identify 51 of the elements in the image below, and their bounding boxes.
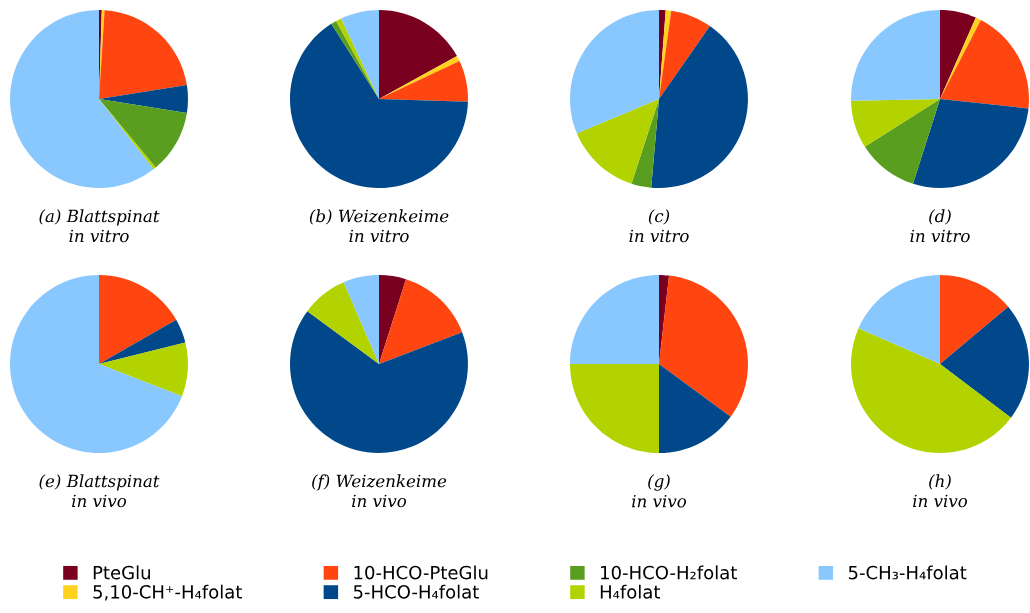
pie-slice (99, 319, 186, 364)
legend-label: PteGlu (93, 565, 150, 580)
text: (h) in vivo (913, 474, 968, 508)
pie-slice (576, 99, 659, 184)
pie-slice (379, 61, 468, 102)
pie-slice (940, 19, 1029, 109)
pie-slice (570, 364, 659, 453)
text: (a) Blattspinat in vitro (39, 209, 160, 243)
pie-slice (307, 282, 379, 364)
pie-slice (851, 99, 940, 147)
text: (b) Weizenkeime in vitro (309, 209, 449, 243)
pie-slice (864, 99, 940, 184)
pie-slice (570, 275, 659, 364)
legend-label: 5-CH₃-H₄folat (848, 565, 967, 580)
pie-slice (343, 275, 379, 364)
pie-slice (341, 10, 379, 99)
text: (d) in vitro (910, 209, 970, 243)
pie-slice (379, 275, 406, 364)
pie-slice (290, 23, 468, 188)
pie-slice (379, 279, 463, 364)
pie-slice (651, 26, 748, 188)
text: (f) Weizenkeime in vivo (312, 474, 447, 508)
legend-label: H₄folat (600, 584, 661, 599)
pie-slice (99, 342, 188, 397)
pie-slice (379, 10, 457, 99)
pie-slice (659, 364, 731, 453)
pie-slice (940, 10, 976, 99)
pie-slice (858, 275, 940, 364)
pie-slice (10, 275, 182, 453)
pie-slice (631, 99, 659, 188)
pie-slice (940, 306, 1029, 418)
text: (e) Blattspinat in vivo (39, 474, 160, 508)
pie-slice (851, 10, 940, 101)
pie-slice (10, 10, 154, 188)
legend-label: 5,10-CH⁺-H₄folat (93, 584, 242, 601)
pie-slice (851, 328, 1011, 453)
pie-slice (659, 10, 710, 99)
pie-slice (940, 275, 1009, 364)
pie-slice (290, 311, 468, 453)
pie-slice (99, 99, 187, 168)
legend-label: 10-HCO-H₂folat (601, 565, 737, 580)
text: (c) in vitro (629, 209, 689, 243)
pie-slice (913, 99, 1029, 188)
pie-slice (99, 10, 187, 99)
pie-slice (570, 10, 659, 134)
pie-slice (99, 275, 177, 364)
text: (g) in vivo (632, 474, 687, 508)
legend-label: 10-HCO-PteGlu (354, 565, 488, 580)
pie-slice (99, 85, 188, 113)
pie-slice (659, 275, 748, 417)
legend-label: 5-HCO-H₄folat (353, 584, 479, 599)
